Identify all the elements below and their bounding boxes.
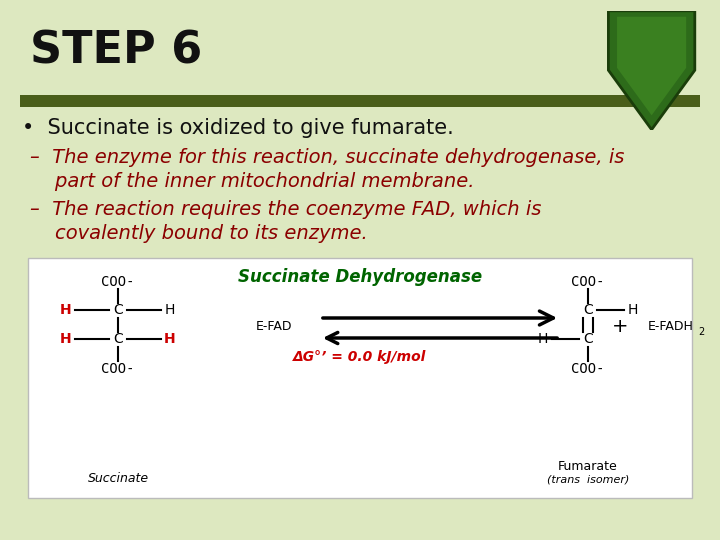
Text: C: C xyxy=(113,332,123,346)
Text: Succinate Dehydrogenase: Succinate Dehydrogenase xyxy=(238,268,482,286)
Text: E-FAD: E-FAD xyxy=(256,320,292,333)
Text: H: H xyxy=(538,332,548,346)
PathPatch shape xyxy=(617,17,686,116)
Text: 2: 2 xyxy=(698,327,704,337)
Text: H: H xyxy=(60,303,72,317)
Text: STEP 6: STEP 6 xyxy=(30,30,202,73)
Text: (trans  isomer): (trans isomer) xyxy=(546,474,629,484)
Text: •  Succinate is oxidized to give fumarate.: • Succinate is oxidized to give fumarate… xyxy=(22,118,454,138)
Text: H: H xyxy=(164,332,176,346)
Text: –  The reaction requires the coenzyme FAD, which is: – The reaction requires the coenzyme FAD… xyxy=(30,200,541,219)
Text: –  The enzyme for this reaction, succinate dehydrogenase, is: – The enzyme for this reaction, succinat… xyxy=(30,148,624,167)
Text: C: C xyxy=(113,303,123,317)
PathPatch shape xyxy=(608,11,695,130)
Text: covalently bound to its enzyme.: covalently bound to its enzyme. xyxy=(30,224,368,243)
Bar xyxy=(28,258,692,498)
Text: COO-: COO- xyxy=(571,275,605,289)
Text: +: + xyxy=(612,316,629,335)
Text: COO-: COO- xyxy=(102,275,135,289)
Bar xyxy=(20,95,700,107)
Text: H: H xyxy=(628,303,638,317)
Text: H: H xyxy=(60,332,72,346)
Text: C: C xyxy=(583,332,593,346)
Text: H: H xyxy=(165,303,175,317)
Text: ΔG°’ = 0.0 kJ/mol: ΔG°’ = 0.0 kJ/mol xyxy=(293,350,427,364)
Text: E-FADH: E-FADH xyxy=(648,320,694,333)
Text: part of the inner mitochondrial membrane.: part of the inner mitochondrial membrane… xyxy=(30,172,474,191)
Text: C: C xyxy=(583,303,593,317)
Text: Succinate: Succinate xyxy=(87,472,148,485)
Text: COO-: COO- xyxy=(571,362,605,376)
Text: Fumarate: Fumarate xyxy=(558,460,618,473)
Text: COO-: COO- xyxy=(102,362,135,376)
